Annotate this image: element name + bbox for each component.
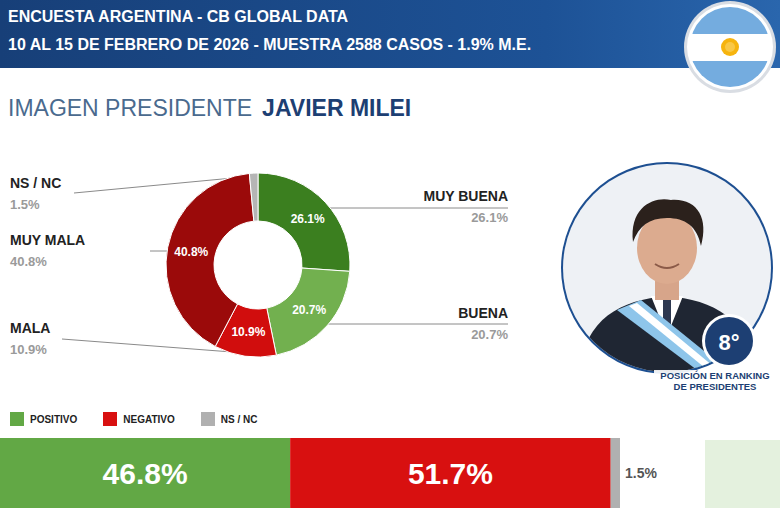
html-text:BUENA: BUENA xyxy=(458,305,508,321)
html-text:MUY BUENA: MUY BUENA xyxy=(423,188,508,204)
html-text:JAVIER MILEI: JAVIER MILEI xyxy=(262,95,412,121)
svg-text:51.7%: 51.7% xyxy=(408,457,493,490)
html-text:IMAGEN PRESIDENTE: IMAGEN PRESIDENTE xyxy=(8,95,253,121)
svg-text:40.8%: 40.8% xyxy=(174,245,208,259)
html-text:40.8%: 40.8% xyxy=(10,254,47,269)
html-text:ENCUESTA ARGENTINA - CB GLOBAL: ENCUESTA ARGENTINA - CB GLOBAL DATA xyxy=(8,8,349,25)
html-text:POSITIVO: POSITIVO xyxy=(30,413,78,425)
html-text:10 AL 15 DE FEBRERO DE 2026 -: 10 AL 15 DE FEBRERO DE 2026 - MUESTRA 25… xyxy=(8,36,532,53)
html-text:NS / NC: NS / NC xyxy=(10,175,62,191)
svg-text:8°: 8° xyxy=(718,330,739,355)
html-text:POSICIÓN EN RANKING DE PRESIDE: POSICIÓN EN RANKING DE PRESIDENTES xyxy=(660,370,770,392)
html-text:10.9%: 10.9% xyxy=(10,342,47,357)
svg-text:20.7%: 20.7% xyxy=(292,303,326,317)
svg-text:26.1%: 26.1% xyxy=(291,212,325,226)
html-text:MUY MALA: MUY MALA xyxy=(10,232,86,248)
svg-text:10.9%: 10.9% xyxy=(231,325,265,339)
html-text:NEGATIVO: NEGATIVO xyxy=(123,413,175,425)
html-text:20.7%: 20.7% xyxy=(471,327,508,342)
svg-text:46.8%: 46.8% xyxy=(103,457,188,490)
html-text:26.1%: 26.1% xyxy=(471,210,508,225)
html-text:NS / NC: NS / NC xyxy=(220,413,258,425)
svg-text:1.5%: 1.5% xyxy=(625,465,657,481)
html-text:1.5%: 1.5% xyxy=(10,197,40,212)
html-text:MALA: MALA xyxy=(10,320,51,336)
